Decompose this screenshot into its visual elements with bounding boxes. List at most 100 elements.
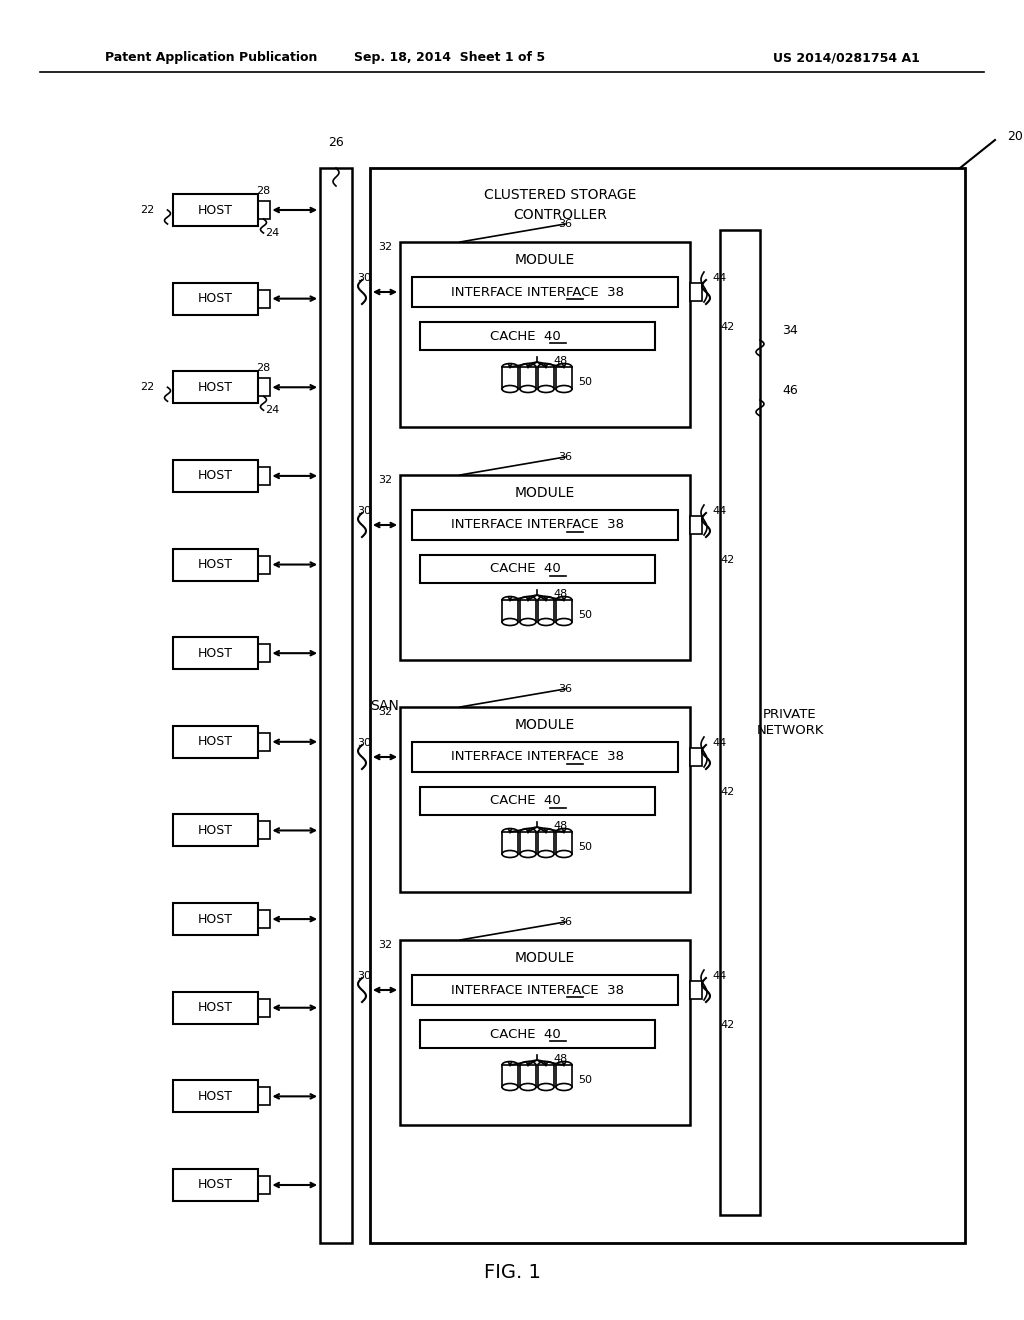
Bar: [400, 708, 690, 892]
Text: INTERFACE  38: INTERFACE 38: [527, 983, 624, 997]
Bar: [257, 999, 269, 1016]
Bar: [412, 510, 678, 540]
Text: INTERFACE  38: INTERFACE 38: [527, 519, 624, 532]
Bar: [412, 975, 678, 1005]
Text: 44: 44: [712, 506, 726, 516]
Text: 30: 30: [357, 506, 371, 516]
Ellipse shape: [556, 363, 572, 371]
Bar: [257, 467, 269, 484]
Bar: [172, 282, 257, 314]
Text: HOST: HOST: [198, 1179, 232, 1192]
Ellipse shape: [556, 385, 572, 392]
Text: 24: 24: [265, 228, 280, 238]
Ellipse shape: [538, 829, 554, 836]
Text: MODULE: MODULE: [515, 718, 575, 733]
Bar: [412, 742, 678, 772]
Bar: [257, 201, 269, 219]
Text: 46: 46: [782, 384, 798, 396]
Bar: [690, 282, 702, 301]
Text: MODULE: MODULE: [515, 486, 575, 500]
Ellipse shape: [556, 850, 572, 858]
Text: 32: 32: [378, 708, 392, 717]
Text: 42: 42: [720, 322, 734, 333]
Ellipse shape: [520, 1061, 536, 1068]
Bar: [257, 909, 269, 928]
Bar: [172, 549, 257, 581]
Bar: [520, 367, 536, 389]
Text: 48: 48: [553, 1053, 567, 1064]
Text: 28: 28: [256, 363, 270, 374]
Text: CACHE  40: CACHE 40: [490, 1027, 561, 1040]
Text: SAN: SAN: [370, 698, 399, 713]
Text: 32: 32: [378, 242, 392, 252]
Text: 50: 50: [578, 610, 592, 620]
Text: 42: 42: [720, 787, 734, 797]
Bar: [420, 322, 655, 350]
Bar: [538, 832, 554, 854]
Text: HOST: HOST: [198, 647, 232, 660]
Bar: [520, 1065, 536, 1086]
Bar: [257, 379, 269, 396]
Bar: [538, 1065, 554, 1086]
Text: HOST: HOST: [198, 470, 232, 482]
Text: 24: 24: [265, 405, 280, 416]
Text: INTERFACE  38: INTERFACE 38: [527, 285, 624, 298]
Ellipse shape: [520, 1084, 536, 1090]
Bar: [420, 787, 655, 814]
Text: 22: 22: [140, 383, 155, 392]
Bar: [420, 554, 655, 583]
Text: 44: 44: [712, 972, 726, 981]
Text: HOST: HOST: [198, 1090, 232, 1104]
Bar: [257, 1176, 269, 1195]
Bar: [520, 601, 536, 622]
Ellipse shape: [502, 1061, 518, 1068]
Ellipse shape: [538, 363, 554, 371]
Bar: [257, 644, 269, 663]
Ellipse shape: [502, 1084, 518, 1090]
Ellipse shape: [538, 619, 554, 626]
Text: 42: 42: [720, 1020, 734, 1030]
Text: CONTROLLER: CONTROLLER: [513, 209, 607, 222]
Bar: [502, 832, 518, 854]
Bar: [257, 821, 269, 840]
Text: 44: 44: [712, 273, 726, 282]
Text: 50: 50: [578, 842, 592, 851]
Bar: [319, 168, 352, 1243]
Ellipse shape: [502, 363, 518, 371]
Text: HOST: HOST: [198, 203, 232, 216]
Bar: [720, 230, 760, 1214]
Text: Sep. 18, 2014  Sheet 1 of 5: Sep. 18, 2014 Sheet 1 of 5: [354, 51, 546, 65]
Bar: [556, 601, 572, 622]
Text: US 2014/0281754 A1: US 2014/0281754 A1: [773, 51, 920, 65]
Text: INTERFACE: INTERFACE: [452, 519, 527, 532]
Text: FIG. 1: FIG. 1: [483, 1262, 541, 1282]
Text: HOST: HOST: [198, 380, 232, 393]
Bar: [172, 726, 257, 758]
Text: CACHE  40: CACHE 40: [490, 562, 561, 576]
Text: 48: 48: [553, 821, 567, 832]
Text: 36: 36: [558, 684, 572, 694]
Bar: [502, 1065, 518, 1086]
Ellipse shape: [538, 1084, 554, 1090]
Text: 28: 28: [256, 186, 270, 195]
Text: INTERFACE: INTERFACE: [452, 983, 527, 997]
Text: 50: 50: [578, 378, 592, 387]
Text: PRIVATE
NETWORK: PRIVATE NETWORK: [757, 709, 823, 737]
Ellipse shape: [538, 385, 554, 392]
Text: MODULE: MODULE: [515, 950, 575, 965]
Text: HOST: HOST: [198, 1002, 232, 1014]
Text: 30: 30: [357, 972, 371, 981]
Ellipse shape: [520, 597, 536, 603]
Text: 20: 20: [1007, 129, 1023, 143]
Ellipse shape: [502, 385, 518, 392]
Text: HOST: HOST: [198, 824, 232, 837]
Ellipse shape: [556, 829, 572, 836]
Text: Patent Application Publication: Patent Application Publication: [105, 51, 317, 65]
Text: 36: 36: [558, 917, 572, 927]
Bar: [400, 475, 690, 660]
Text: CACHE  40: CACHE 40: [490, 795, 561, 808]
Text: 50: 50: [578, 1074, 592, 1085]
Text: HOST: HOST: [198, 912, 232, 925]
Bar: [172, 1080, 257, 1113]
Bar: [257, 556, 269, 574]
